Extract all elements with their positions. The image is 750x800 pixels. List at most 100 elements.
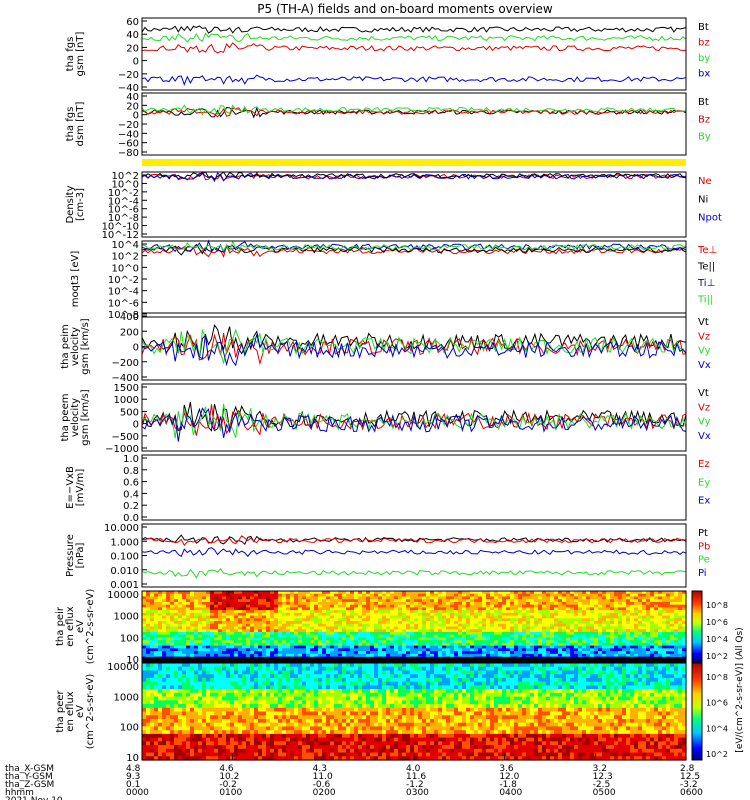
heatmap-cell — [390, 599, 395, 603]
heatmap-cell — [398, 618, 403, 622]
heatmap-cell — [586, 648, 591, 652]
heatmap-cell — [246, 634, 251, 639]
heatmap-cell — [518, 601, 523, 606]
heatmap-cell — [406, 607, 411, 611]
heatmap-cell — [154, 726, 159, 731]
heatmap-cell — [662, 645, 667, 649]
heatmap-cell — [202, 681, 207, 686]
heatmap-cell — [166, 615, 171, 619]
heatmap-cell — [338, 591, 343, 595]
heatmap-cell — [466, 601, 471, 606]
heatmap-cell — [682, 621, 687, 625]
heatmap-cell — [166, 733, 171, 739]
heatmap-cell — [326, 715, 331, 720]
heatmap-cell — [230, 666, 235, 672]
heatmap-cell — [314, 601, 319, 606]
heatmap-cell — [510, 645, 515, 649]
heatmap-cell — [498, 642, 503, 647]
heatmap-cell — [566, 591, 571, 595]
heatmap-cell — [410, 645, 415, 649]
heatmap-cell — [214, 715, 219, 720]
heatmap-cell — [434, 615, 439, 619]
heatmap-cell — [198, 674, 203, 679]
heatmap-cell — [206, 730, 211, 735]
heatmap-cell — [558, 599, 563, 603]
heatmap-cell — [150, 718, 155, 724]
heatmap-cell — [374, 629, 379, 633]
heatmap-cell — [430, 645, 435, 649]
heatmap-cell — [322, 741, 327, 746]
heatmap-cell — [262, 637, 267, 641]
heatmap-cell — [362, 626, 367, 630]
heatmap-cell — [530, 642, 535, 647]
heatmap-cell — [562, 648, 567, 652]
heatmap-cell — [174, 700, 179, 705]
heatmap-cell — [270, 645, 275, 649]
heatmap-cell — [522, 610, 527, 614]
heatmap-cell — [190, 663, 195, 668]
heatmap-cell — [222, 704, 227, 709]
heatmap-cell — [166, 663, 171, 668]
heatmap-cell — [206, 674, 211, 679]
heatmap-cell — [154, 677, 159, 683]
heatmap-cell — [198, 645, 203, 649]
heatmap-cell — [266, 696, 271, 701]
heatmap-cell — [610, 629, 615, 633]
heatmap-cell — [194, 700, 199, 705]
heatmap-cell — [282, 681, 287, 686]
heatmap-cell — [410, 615, 415, 619]
y-tick-label: 10000 — [107, 590, 139, 601]
heatmap-cell — [234, 631, 239, 636]
heatmap-cell — [270, 707, 275, 713]
heatmap-cell — [422, 634, 427, 639]
heatmap-cell — [390, 604, 395, 608]
heatmap-cell — [142, 711, 147, 716]
heatmap-cell — [262, 722, 267, 728]
heatmap-cell — [234, 707, 239, 713]
y-tick-label: −500 — [112, 432, 139, 443]
y-axis-label-line: eV — [75, 705, 86, 718]
heatmap-cell — [290, 748, 295, 754]
heatmap-cell — [174, 604, 179, 608]
heatmap-cell — [558, 640, 563, 644]
heatmap-cell — [358, 601, 363, 606]
heatmap-cell — [146, 733, 151, 739]
heatmap-cell — [458, 618, 463, 622]
heatmap-cell — [218, 700, 223, 705]
y-tick-label: 0 — [133, 111, 139, 122]
heatmap-cell — [250, 663, 255, 668]
heatmap-cell — [242, 663, 247, 668]
heatmap-cell — [274, 631, 279, 636]
heatmap-cell — [310, 704, 315, 709]
heatmap-cell — [438, 607, 443, 611]
heatmap-cell — [206, 637, 211, 641]
heatmap-cell — [542, 601, 547, 606]
heatmap-cell — [162, 666, 167, 672]
heatmap-cell — [374, 593, 379, 598]
heatmap-cell — [366, 610, 371, 614]
heatmap-cell — [346, 596, 351, 600]
heatmap-cell — [162, 726, 167, 731]
heatmap-cell — [446, 618, 451, 622]
heatmap-cell — [162, 722, 167, 728]
heatmap-cell — [162, 618, 167, 622]
heatmap-cell — [334, 629, 339, 633]
heatmap-cell — [250, 629, 255, 633]
heatmap-cell — [654, 626, 659, 630]
heatmap-cell — [174, 737, 179, 742]
heatmap-cell — [246, 640, 251, 644]
heatmap-cell — [222, 756, 227, 761]
heatmap-cell — [210, 653, 215, 658]
heatmap-cell — [258, 593, 263, 598]
heatmap-cell — [366, 640, 371, 644]
heatmap-cell — [366, 629, 371, 633]
heatmap-cell — [226, 711, 231, 716]
heatmap-cell — [210, 663, 215, 668]
heatmap-cell — [418, 626, 423, 630]
heatmap-cell — [618, 645, 623, 649]
heatmap-cell — [290, 681, 295, 686]
heatmap-cell — [422, 596, 427, 600]
heatmap-cell — [266, 737, 271, 742]
heatmap-cell — [146, 653, 151, 658]
heatmap-cell — [202, 621, 207, 625]
